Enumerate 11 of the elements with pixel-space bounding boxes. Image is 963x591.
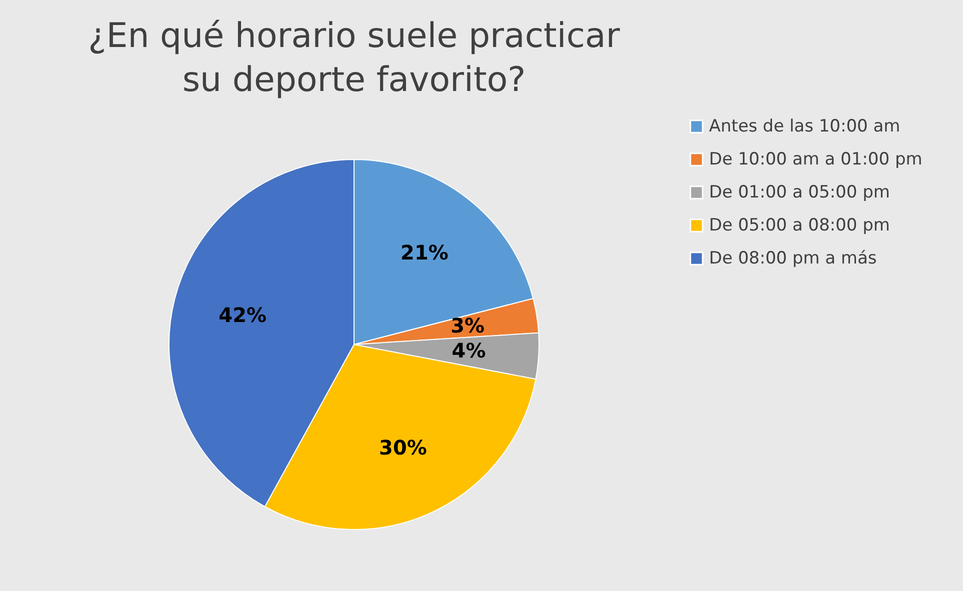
legend-label: Antes de las 10:00 am <box>709 116 900 136</box>
legend-label: De 10:00 am a 01:00 pm <box>709 150 922 170</box>
chart-title: ¿En qué horario suele practicar su deporte favorito? <box>88 16 620 100</box>
legend-label: De 08:00 pm a más <box>709 248 877 268</box>
data-label: 30% <box>379 436 427 460</box>
data-label: 21% <box>400 240 448 265</box>
legend-label: De 01:00 a 05:00 pm <box>709 182 890 202</box>
data-label: 4% <box>452 338 486 363</box>
legend-label: De 05:00 a 08:00 pm <box>709 216 890 236</box>
data-label: 3% <box>450 314 485 338</box>
data-label: 42% <box>218 302 267 327</box>
